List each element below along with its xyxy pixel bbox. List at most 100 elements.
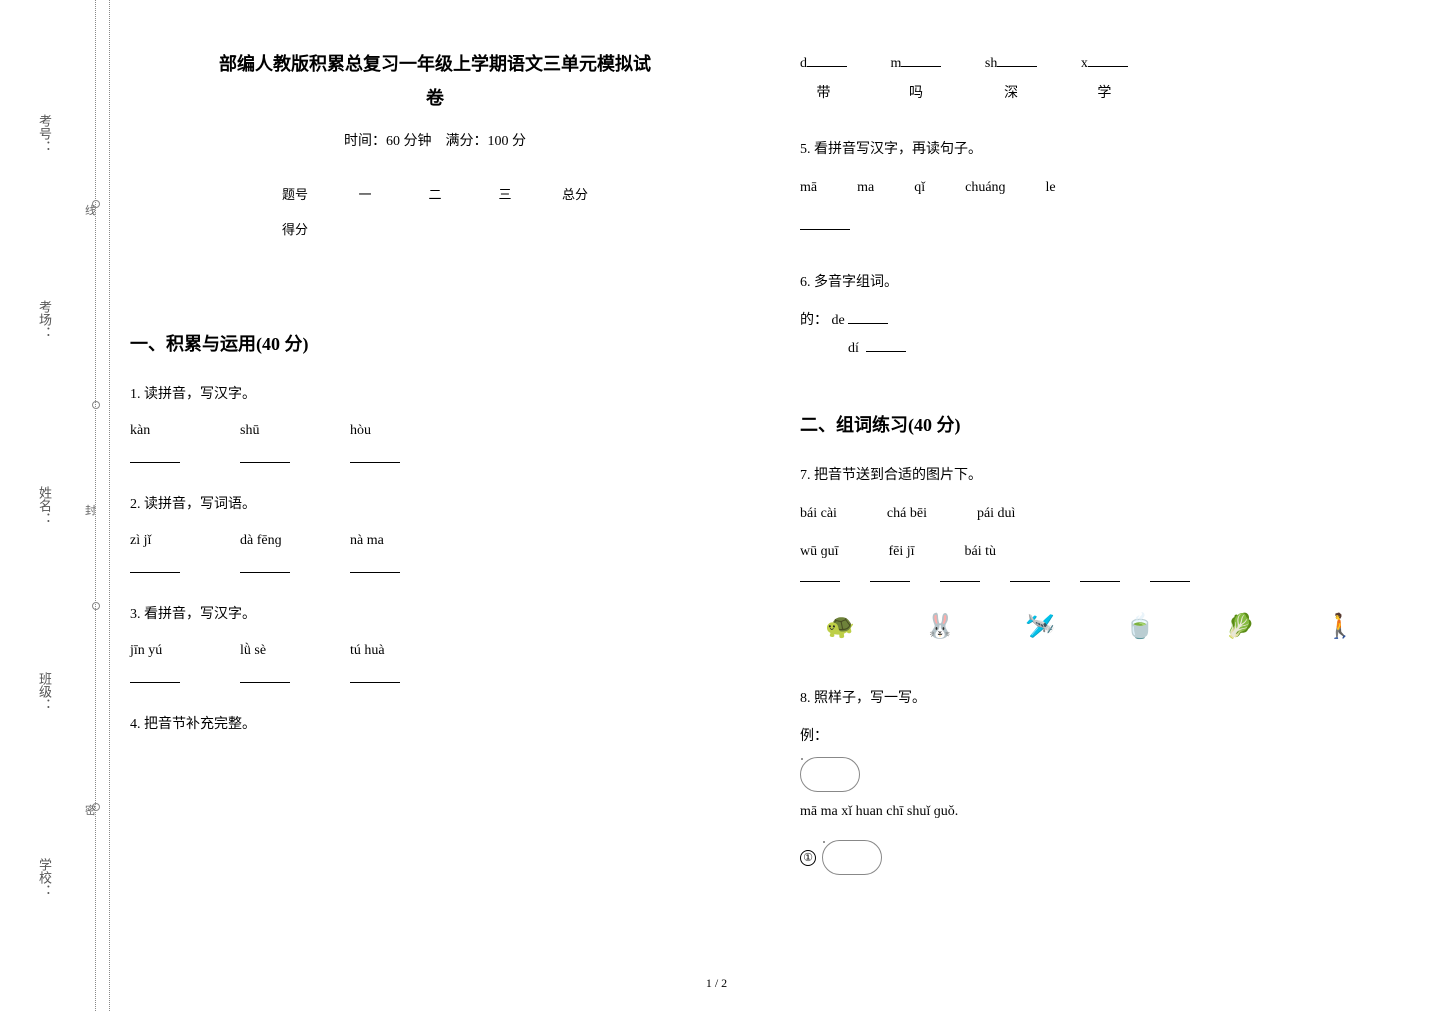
exam-meta: 时间：60 分钟 满分：100 分 [130, 130, 740, 150]
answer-blank[interactable] [848, 308, 888, 324]
pinyin: hòu [350, 417, 371, 445]
pinyin: jīn yú [130, 637, 162, 665]
example-label: 例： [800, 723, 1410, 751]
prefix: m [891, 56, 902, 71]
binding-label-exam-num: 考号： [35, 114, 54, 153]
answer-blank[interactable] [1010, 566, 1050, 582]
pinyin: ma [857, 174, 874, 202]
question-1: 1. 读拼音，写汉字。 kàn shū hòu [130, 381, 740, 463]
pinyin: kàn [130, 417, 150, 445]
pinyin-item: nà ma [350, 527, 400, 573]
pinyin: qǐ [914, 174, 925, 202]
q6-char: 的： [800, 313, 828, 328]
answer-blank[interactable] [350, 445, 400, 463]
item-number: ① [800, 850, 816, 866]
answer-blank[interactable] [807, 51, 847, 67]
pinyin: dà fēnɡ [240, 527, 282, 555]
fold-text: 线 封 密 [85, 60, 96, 960]
pinyin: mā [800, 174, 817, 202]
binding-label-school: 学校： [35, 858, 54, 897]
q2-items: zì jǐ dà fēnɡ nà ma [130, 527, 740, 573]
question-6: 6. 多音字组词。 的： de dí [800, 269, 1410, 363]
word: fēi jī [889, 538, 915, 566]
q5-items: mā ma qǐ chuánɡ le [800, 174, 1410, 202]
question-3: 3. 看拼音，写汉字。 jīn yú lǜ sè tú huà [130, 601, 740, 683]
pinyin-item: shū [240, 417, 290, 463]
q6-body: 的： de dí [800, 307, 1410, 363]
prefix: x [1081, 56, 1088, 71]
pinyin: shū [240, 417, 259, 445]
q4-text: 4. 把音节补充完整。 [130, 711, 740, 739]
answer-blank[interactable] [350, 555, 400, 573]
prefix: sh [985, 56, 997, 71]
example-sentence: mā ma xǐ huan chī shuǐ ɡuǒ. [800, 798, 1410, 826]
syllable-item: d 带 [800, 50, 847, 108]
answer-blank[interactable] [240, 665, 290, 683]
answer-blank[interactable] [130, 555, 180, 573]
fold-char: 线 [85, 202, 96, 218]
pinyin: le [1046, 174, 1056, 202]
answer-blank[interactable] [1088, 51, 1128, 67]
cloud-icon [800, 757, 860, 792]
pinyin-item: lǜ sè [240, 637, 290, 683]
binding-label-room: 考场： [35, 300, 54, 339]
answer-blank[interactable] [1080, 566, 1120, 582]
pinyin: chuánɡ [965, 174, 1005, 202]
queue-icon: 🚶 [1300, 597, 1380, 657]
score-table: 题号 一 二 三 总分 得分 [260, 180, 610, 250]
char: 学 [1097, 80, 1111, 108]
q3-text: 3. 看拼音，写汉字。 [130, 601, 740, 629]
char: 深 [1004, 80, 1018, 108]
binding-margin: 考号： 考场： 姓名： 班级： 学校： 线 封 密 [0, 0, 110, 1011]
q7-text: 7. 把音节送到合适的图片下。 [800, 462, 1410, 490]
q7-images: 🐢 🐰 🛩️ 🍵 🥬 🚶 [800, 597, 1410, 657]
answer-blank[interactable] [240, 445, 290, 463]
time-label: 时间：60 分钟 [344, 134, 432, 149]
pinyin-item: hòu [350, 417, 400, 463]
answer-blank[interactable] [870, 566, 910, 582]
answer-blank[interactable] [901, 51, 941, 67]
answer-blank[interactable] [130, 665, 180, 683]
answer-blank[interactable] [866, 336, 906, 352]
page-content: 部编人教版积累总复习一年级上学期语文三单元模拟试 卷 时间：60 分钟 满分：1… [130, 50, 1410, 970]
pinyin-item: jīn yú [130, 637, 180, 683]
reading: de [832, 313, 845, 328]
char: 吗 [909, 80, 923, 108]
section1-title: 一、积累与运用(40 分) [130, 330, 740, 356]
answer-blank[interactable] [130, 445, 180, 463]
right-column: d 带 m 吗 sh 深 x 学 5. 看拼音写汉字，再读句子。 [800, 50, 1410, 970]
answer-blank[interactable] [800, 212, 850, 230]
answer-blank[interactable] [1150, 566, 1190, 582]
score-cell: 得分 [260, 215, 330, 242]
q3-items: jīn yú lǜ sè tú huà [130, 637, 740, 683]
binding-label-name: 姓名： [35, 486, 54, 525]
question-8: 8. 照样子，写一写。 例： mā ma xǐ huan chī shuǐ ɡu… [800, 685, 1410, 881]
answer-blank[interactable] [800, 566, 840, 582]
pinyin-item: kàn [130, 417, 180, 463]
left-column: 部编人教版积累总复习一年级上学期语文三单元模拟试 卷 时间：60 分钟 满分：1… [130, 50, 740, 970]
plane-icon: 🛩️ [1000, 597, 1080, 657]
syllable-item: sh 深 [985, 50, 1037, 108]
score-cell: 三 [470, 180, 540, 207]
cabbage-icon: 🥬 [1200, 597, 1280, 657]
teacup-icon: 🍵 [1100, 597, 1180, 657]
answer-blank[interactable] [997, 51, 1037, 67]
pinyin: tú huà [350, 637, 385, 665]
exam-subtitle: 卷 [130, 84, 740, 110]
score-cell: 一 [330, 180, 400, 207]
binding-labels: 考号： 考场： 姓名： 班级： 学校： [35, 0, 54, 1011]
score-cell [330, 215, 400, 242]
answer-blank[interactable] [350, 665, 400, 683]
score-value-row: 得分 [260, 215, 610, 242]
answer-blank[interactable] [940, 566, 980, 582]
score-cell [540, 215, 610, 242]
q2-text: 2. 读拼音，写词语。 [130, 491, 740, 519]
pinyin-item: dà fēnɡ [240, 527, 290, 573]
score-label: 满分：100 分 [446, 134, 527, 149]
answer-blank[interactable] [240, 555, 290, 573]
rabbit-icon: 🐰 [900, 597, 980, 657]
score-cell: 题号 [260, 180, 330, 207]
turtle-icon: 🐢 [800, 597, 880, 657]
binding-label-class: 班级： [35, 672, 54, 711]
q8-text: 8. 照样子，写一写。 [800, 685, 1410, 713]
